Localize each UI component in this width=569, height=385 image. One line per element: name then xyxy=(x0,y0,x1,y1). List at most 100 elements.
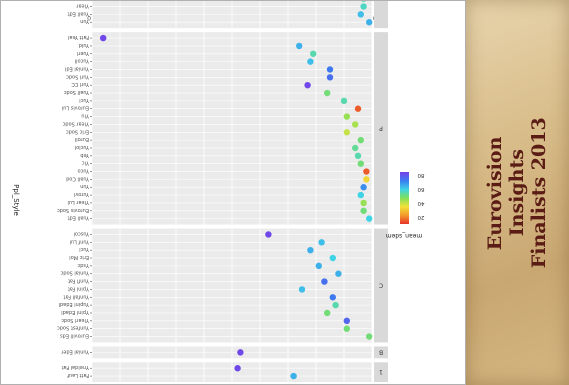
facet-strip xyxy=(374,228,388,343)
facet-strip-label: 1 xyxy=(379,368,383,375)
color-legend-label: 80 xyxy=(417,172,424,178)
data-point xyxy=(363,168,370,175)
faceted-dot-plot: 0.00.10.20.30.40.50.60.70.80.91.0mean_pr… xyxy=(0,0,466,385)
y-tick-label: Eurovis Lul xyxy=(62,105,89,111)
y-tick-label: Eric Sodc xyxy=(66,128,89,134)
data-point xyxy=(234,365,241,372)
y-tick-label: Yucl xyxy=(79,246,90,252)
data-point xyxy=(326,74,334,81)
data-point xyxy=(357,11,364,18)
y-tick-label: Euroll xyxy=(75,136,89,142)
data-point xyxy=(363,176,370,183)
data-point xyxy=(324,89,331,97)
y-tick-label: Yuall Cod xyxy=(66,175,90,181)
y-axis-title: Ppl_Style xyxy=(12,184,20,216)
y-tick-label: Yneldal Fat xyxy=(62,364,90,370)
data-point xyxy=(290,372,297,380)
data-point xyxy=(343,317,350,325)
y-tick-label: Eric Mol xyxy=(69,254,89,260)
y-tick-label: Yun xyxy=(80,183,90,189)
facet-strip xyxy=(374,32,388,225)
y-tick-label: Yunfest Sodc xyxy=(57,325,90,331)
y-tick-label: Yuall Sodc xyxy=(64,89,90,95)
y-tick-label: Yurl CC xyxy=(71,81,90,87)
data-point xyxy=(265,231,272,238)
y-tick-label: Yuall Edt xyxy=(68,10,90,16)
y-tick-label: Yunf Lul xyxy=(70,238,90,244)
color-legend-title: mean_sdem xyxy=(386,232,423,239)
y-tick-label: Yuclol xyxy=(75,144,90,150)
y-tick-label: Yucoll xyxy=(75,58,90,64)
data-point xyxy=(360,207,367,214)
data-point xyxy=(343,325,350,332)
y-tick-label: Ylear xyxy=(75,3,90,9)
y-tick-label: Yuall Edt xyxy=(68,215,90,221)
data-point xyxy=(326,66,334,73)
data-point xyxy=(296,42,303,50)
data-point xyxy=(357,160,364,167)
chart-area: 0.00.10.20.30.40.50.60.70.80.91.0mean_pr… xyxy=(0,0,466,385)
data-point xyxy=(366,19,373,26)
color-legend-bar xyxy=(400,172,409,224)
data-point xyxy=(366,215,373,222)
facet-strip-label: P xyxy=(379,124,383,131)
color-legend-label: 60 xyxy=(417,186,424,192)
data-point xyxy=(340,97,348,105)
data-point xyxy=(324,309,331,317)
facet-strip-label: B xyxy=(379,348,383,355)
data-point xyxy=(360,3,367,10)
data-point xyxy=(360,184,367,191)
facet-strip xyxy=(374,0,388,29)
data-point xyxy=(352,121,359,128)
y-tick-label: Yun xyxy=(80,18,90,24)
y-tick-label: Yurl Sodc xyxy=(66,73,90,79)
y-tick-label: Eurovill Eds xyxy=(60,333,89,339)
data-point xyxy=(366,333,373,340)
data-point xyxy=(352,144,359,152)
y-tick-label: Yunfall Fat xyxy=(64,293,90,299)
y-tick-label: Fatt Yeal xyxy=(68,34,89,40)
data-point xyxy=(357,191,364,199)
data-point xyxy=(237,349,244,356)
data-point xyxy=(335,270,342,277)
y-tick-label: Yurovl xyxy=(74,191,90,197)
y-tick-label: Ylearl Sodc xyxy=(61,317,90,323)
y-tick-label: Ylear Lul xyxy=(68,199,90,205)
data-point xyxy=(321,278,328,285)
y-tick-label: Yuerl xyxy=(77,50,90,56)
data-point xyxy=(100,34,107,42)
y-tick-label: Ylear Sodc xyxy=(62,120,90,126)
data-point xyxy=(343,129,350,136)
data-point xyxy=(360,199,367,207)
y-tick-label: Yunfl Fat xyxy=(68,278,90,284)
title-panel: Eurovision Insights Finalists 2013 xyxy=(466,0,569,385)
y-tick-label: Eurovis Sodc xyxy=(57,207,89,213)
y-tick-label: Ysdc xyxy=(77,262,90,268)
y-tick-label: Yunial Sodc xyxy=(60,270,90,276)
y-tick-label: Yeb xyxy=(80,152,90,158)
data-point xyxy=(357,136,364,144)
y-tick-label: Yucl xyxy=(79,97,90,103)
data-point xyxy=(298,286,306,293)
y-tick-label: Ypinl Fat xyxy=(68,285,90,291)
y-tick-label: Yuscol xyxy=(74,230,90,236)
data-point xyxy=(307,246,314,254)
color-legend-label: 20 xyxy=(417,214,424,220)
y-tick-label: Fatt Lauf xyxy=(67,372,89,378)
data-point xyxy=(354,105,362,112)
data-point xyxy=(315,262,322,270)
color-legend-label: 40 xyxy=(417,200,424,206)
y-tick-label: Yunial Edl xyxy=(65,65,90,71)
y-tick-label: Yuco xyxy=(78,168,90,174)
y-tick-label: Yupinl Edadl xyxy=(59,301,90,307)
y-tick-label: Ylu xyxy=(81,113,90,119)
facet-strip-label: C xyxy=(379,282,383,289)
data-point xyxy=(310,50,317,57)
data-point xyxy=(332,301,339,309)
data-point xyxy=(329,254,336,262)
data-point xyxy=(307,58,314,65)
y-tick-label: Ylc xyxy=(82,160,90,166)
slide-title-line2: Finalists 2013 xyxy=(527,117,550,268)
facet-strip xyxy=(374,346,388,359)
